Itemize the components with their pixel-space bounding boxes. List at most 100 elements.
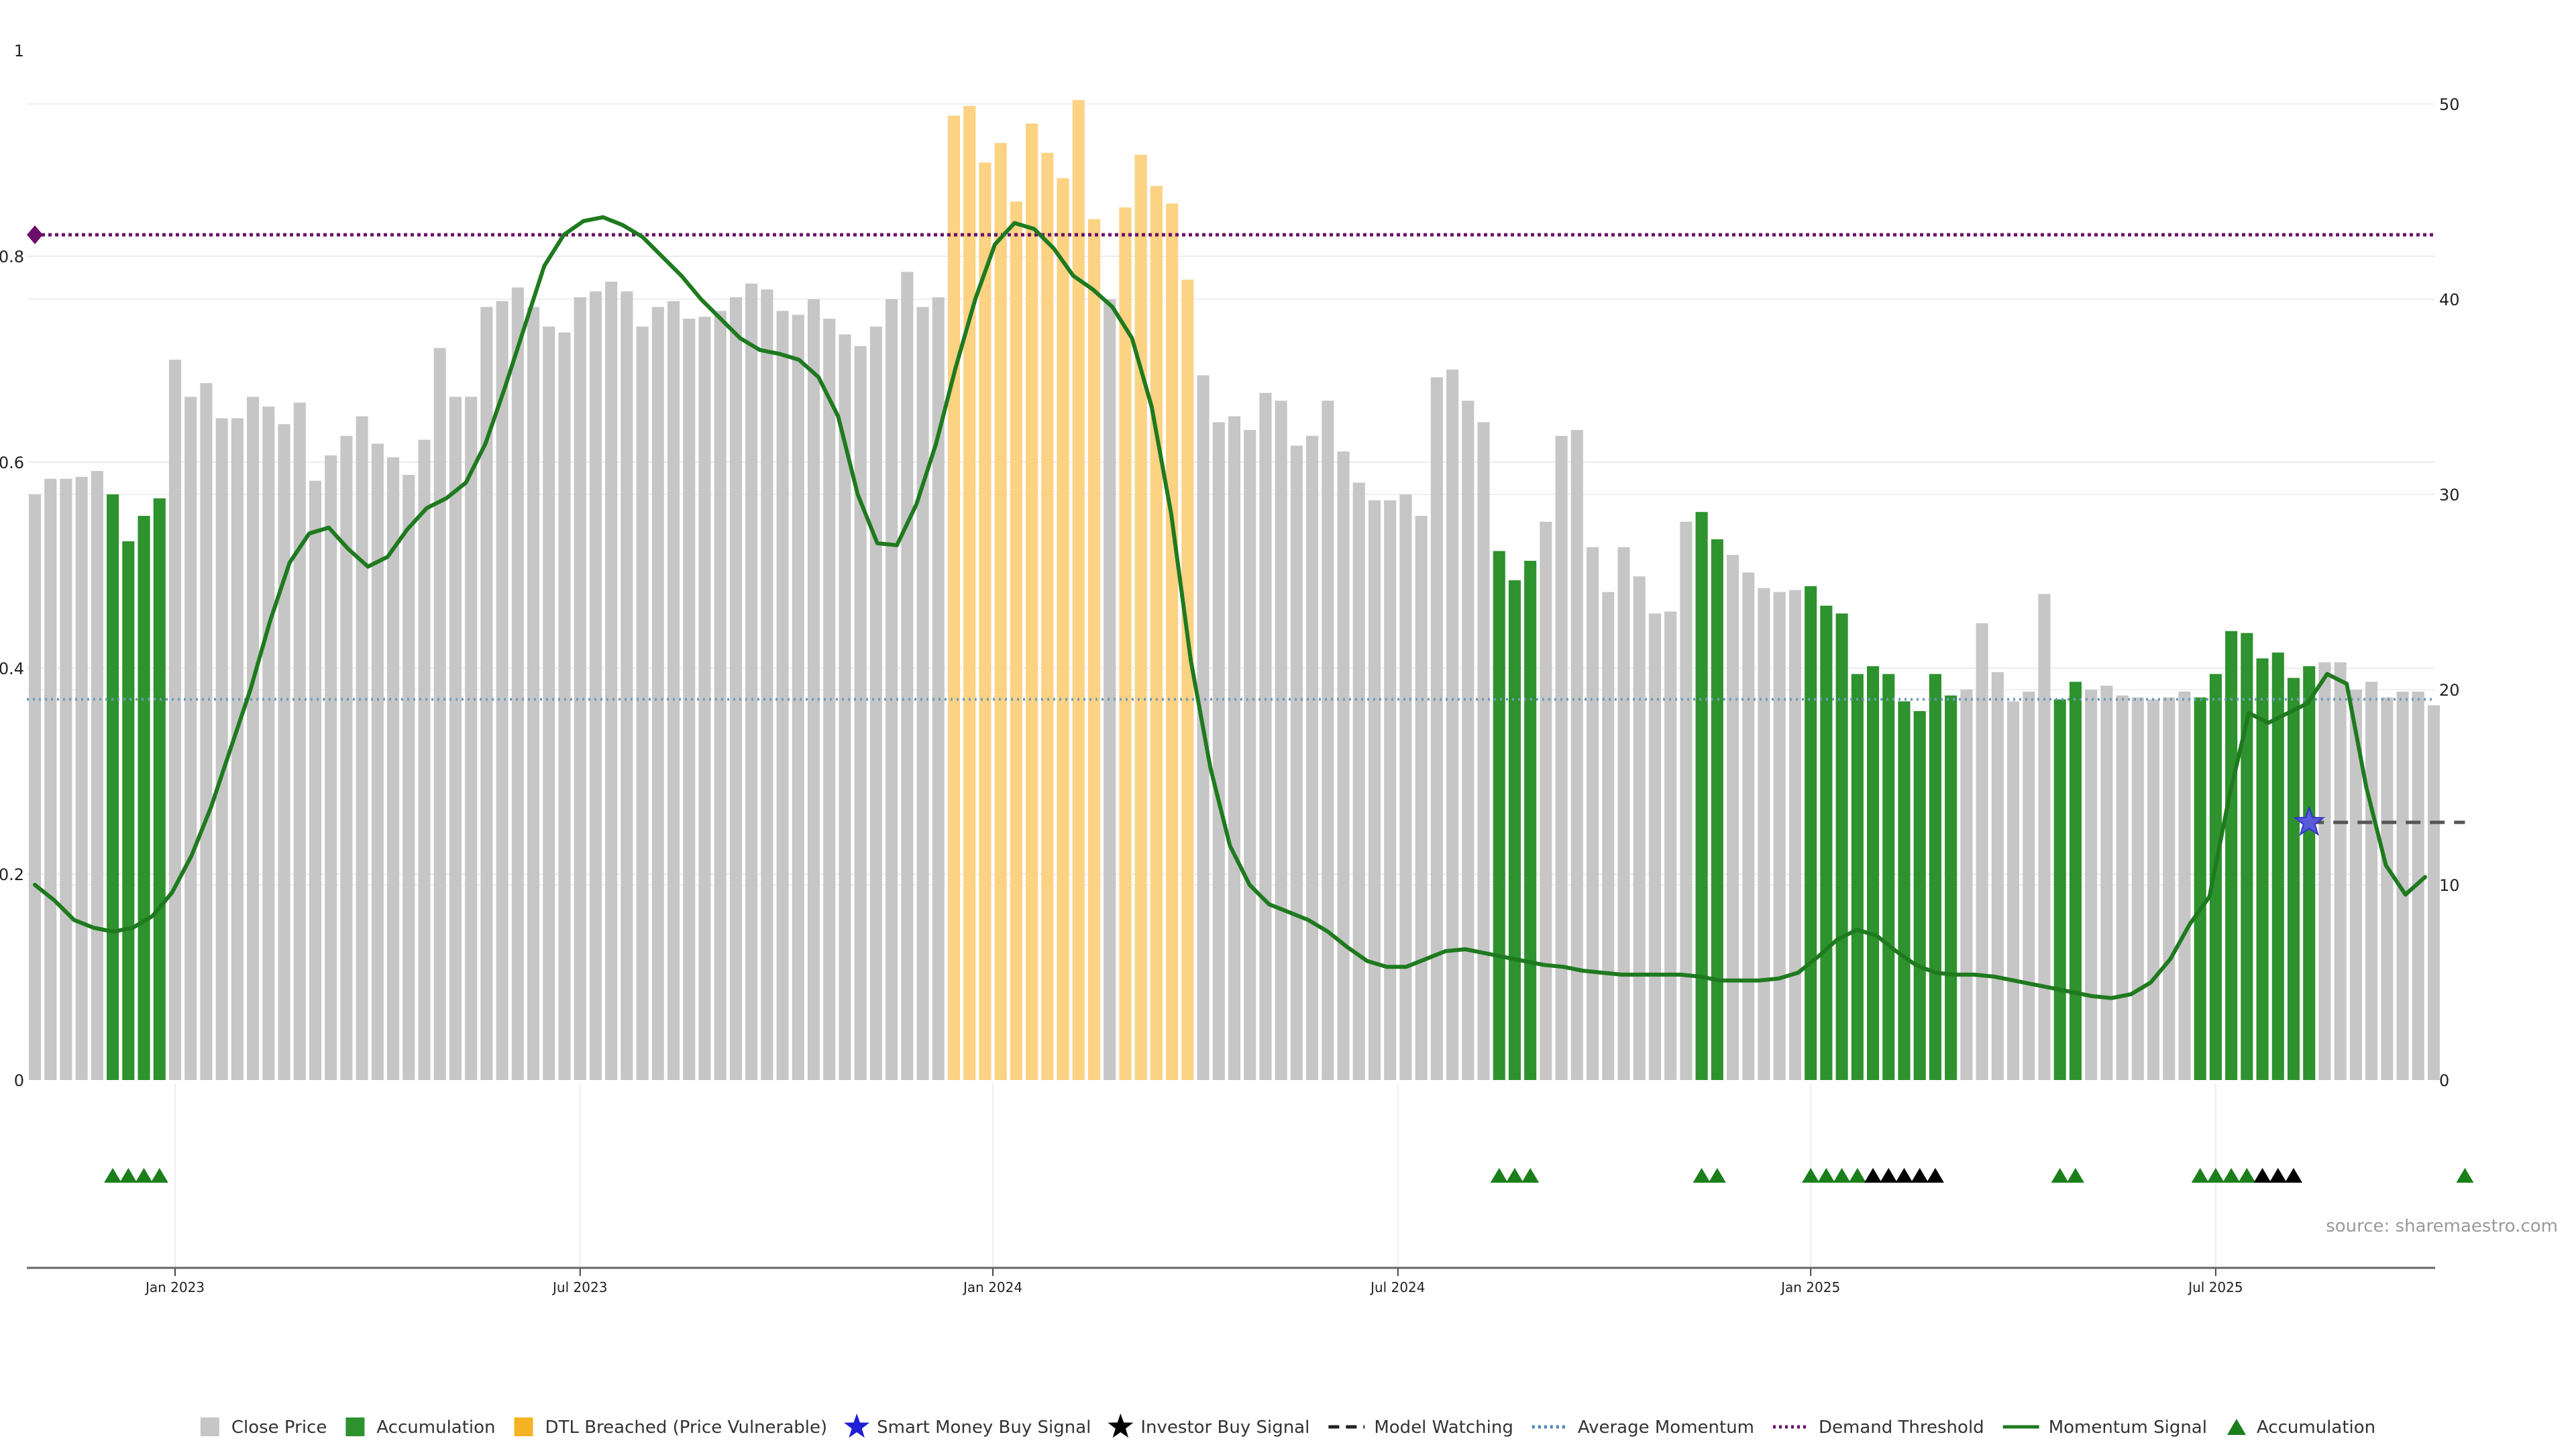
close-price-bar bbox=[636, 326, 649, 1080]
close-price-bar bbox=[621, 291, 633, 1080]
close-price-bar bbox=[496, 301, 508, 1080]
close-price-bar bbox=[433, 347, 446, 1080]
legend-label: Accumulation bbox=[376, 1417, 495, 1438]
investor-buy-triangle bbox=[1895, 1168, 1913, 1183]
close-price-bar bbox=[1384, 500, 1397, 1080]
dtl-breached-bar bbox=[1041, 152, 1054, 1080]
close-price-bar bbox=[2318, 662, 2331, 1080]
legend-label: Average Momentum bbox=[1578, 1417, 1754, 1438]
close-price-bar bbox=[2023, 691, 2035, 1080]
close-price-bar bbox=[2381, 697, 2394, 1080]
close-price-bar bbox=[1259, 392, 1272, 1081]
close-price-bar bbox=[651, 307, 664, 1080]
lines-layer bbox=[27, 215, 2435, 1000]
left-axis-tick-label: 0.4 bbox=[0, 659, 24, 678]
close-price-bar bbox=[2178, 691, 2191, 1080]
accumulation-bar bbox=[138, 516, 150, 1080]
investor-buy-triangle bbox=[1880, 1168, 1898, 1183]
close-price-bar bbox=[340, 435, 353, 1080]
accumulation-triangle bbox=[2051, 1168, 2069, 1183]
accumulation-bar bbox=[2194, 697, 2206, 1080]
close-price-bar bbox=[1648, 613, 1662, 1080]
close-price-bar bbox=[2116, 695, 2129, 1080]
accumulation-bar bbox=[107, 494, 119, 1080]
accumulation-triangle bbox=[1817, 1168, 1835, 1183]
close-price-bar bbox=[1446, 369, 1459, 1080]
legend-entry: Model Watching bbox=[1328, 1417, 1513, 1438]
close-price-bar bbox=[2334, 662, 2347, 1080]
date-tick-label: Jan 2025 bbox=[1780, 1279, 1840, 1295]
accumulation-bar bbox=[2271, 652, 2284, 1080]
dtl-breached-bar bbox=[1010, 201, 1022, 1080]
legend-entry: Close Price bbox=[200, 1417, 327, 1438]
close-price-bar bbox=[184, 396, 197, 1080]
accumulation-bar bbox=[1711, 539, 1723, 1080]
accumulation-triangle bbox=[2066, 1168, 2084, 1183]
left-axis-tick-label: 0.6 bbox=[0, 453, 24, 472]
close-price-bar bbox=[75, 476, 88, 1080]
markers-layer bbox=[104, 805, 2474, 1183]
square-icon bbox=[345, 1417, 365, 1436]
dtl-breached-bar bbox=[1087, 219, 1101, 1081]
accumulation-bar bbox=[1524, 560, 1537, 1080]
close-price-bar bbox=[605, 281, 618, 1080]
close-price-bar bbox=[885, 299, 898, 1080]
close-price-bar bbox=[792, 315, 804, 1080]
right-axis-tick-label: 0 bbox=[2439, 1071, 2449, 1090]
close-price-bar bbox=[1742, 572, 1755, 1080]
accumulation-bar bbox=[2069, 682, 2082, 1080]
dtl-breached-bar bbox=[947, 115, 961, 1081]
accumulation-bar bbox=[2209, 674, 2222, 1080]
accumulation-triangle bbox=[1833, 1168, 1851, 1183]
legend-entry: Momentum Signal bbox=[2002, 1417, 2207, 1438]
close-price-bar bbox=[1228, 416, 1241, 1080]
investor-buy-triangle bbox=[1926, 1168, 1944, 1183]
close-price-bar bbox=[200, 383, 213, 1080]
close-price-bar bbox=[1368, 500, 1381, 1080]
close-price-bar bbox=[371, 443, 384, 1080]
accumulation-bar bbox=[1508, 580, 1521, 1080]
legend: Close Price Accumulation DTL Breached (Pri… bbox=[200, 1413, 2375, 1438]
close-price-bar bbox=[1430, 377, 1443, 1080]
right-axis-tick-label: 20 bbox=[2439, 681, 2460, 700]
accumulation-bar bbox=[122, 541, 135, 1080]
close-price-bar bbox=[1633, 576, 1646, 1080]
close-price-bar bbox=[278, 424, 290, 1080]
close-price-bar bbox=[293, 402, 306, 1080]
close-price-bar bbox=[589, 291, 602, 1080]
close-price-bar bbox=[558, 332, 571, 1081]
close-price-bar bbox=[1352, 482, 1365, 1080]
accumulation-triangle bbox=[2238, 1168, 2256, 1183]
legend-label: Smart Money Buy Signal bbox=[877, 1417, 1091, 1438]
close-price-bar bbox=[776, 311, 789, 1081]
close-price-bar bbox=[91, 471, 103, 1080]
close-price-bar bbox=[1602, 592, 1615, 1080]
close-price-bar bbox=[2349, 690, 2362, 1080]
close-price-bar bbox=[465, 396, 478, 1080]
left-axis-tick-label: 1 bbox=[14, 42, 24, 60]
accumulation-triangle bbox=[2456, 1168, 2474, 1183]
close-price-bar bbox=[480, 307, 493, 1080]
close-price-bar bbox=[683, 319, 696, 1081]
close-price-bar bbox=[839, 334, 851, 1080]
legend-label: DTL Breached (Price Vulnerable) bbox=[545, 1417, 828, 1438]
close-price-bar bbox=[1415, 516, 1428, 1080]
accumulation-bar bbox=[1866, 666, 1880, 1080]
accumulation-triangle bbox=[1848, 1168, 1866, 1183]
star-icon bbox=[1108, 1413, 1134, 1438]
accumulation-bar bbox=[2287, 678, 2300, 1080]
close-price-bar bbox=[1337, 451, 1350, 1080]
close-price-bar bbox=[2038, 594, 2051, 1080]
close-price-bar bbox=[356, 416, 368, 1080]
accumulation-bar bbox=[1898, 701, 1911, 1080]
close-price-bar bbox=[574, 297, 586, 1081]
accumulation-bar bbox=[1820, 605, 1833, 1080]
accumulation-triangle bbox=[1693, 1168, 1711, 1183]
accumulation-triangle bbox=[2222, 1168, 2241, 1183]
dtl-breached-bar bbox=[1072, 100, 1085, 1081]
source-note: source: sharemaestro.com bbox=[2326, 1216, 2558, 1236]
accumulation-bar bbox=[1851, 674, 1864, 1080]
close-price-bar bbox=[449, 396, 462, 1080]
